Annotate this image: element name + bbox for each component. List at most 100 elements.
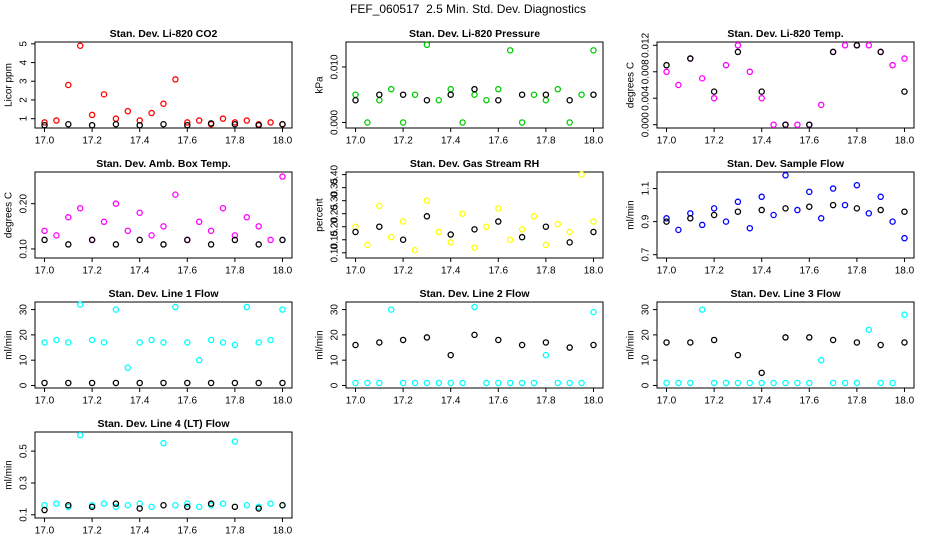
data-point [243,117,251,124]
data-point [829,336,837,344]
data-point [841,379,849,387]
data-point [387,233,395,241]
x-tick-label: 17.8 [847,266,867,277]
data-point [53,232,60,239]
data-point [76,42,84,49]
x-tick-label: 17.8 [847,136,867,147]
data-point [710,94,718,102]
data-point [817,215,825,222]
y-axis-label: ml/min [315,330,326,359]
y-tick-label: 0.012 [641,32,652,57]
x-tick-label: 17.6 [178,136,198,147]
data-point [255,223,262,230]
data-point [100,218,108,226]
data-point [889,61,896,69]
data-point [471,244,478,251]
panel-title: Stan. Dev. Li-820 Temp. [727,28,843,40]
x-tick-label: 17.6 [489,136,509,147]
data-point [687,215,694,222]
data-point [853,339,861,346]
data-point [207,336,215,344]
data-point [231,503,239,511]
panel-title: Stan. Dev. Li-820 CO2 [110,28,218,40]
data-point [112,121,120,128]
data-point [829,379,837,387]
data-point [758,379,765,387]
data-point [518,341,526,349]
data-point [758,193,765,201]
data-point [495,205,502,212]
data-point [841,42,849,49]
y-tick-label: 30 [330,304,341,316]
data-point [829,201,837,209]
plot-frame [34,171,293,259]
data-point [663,68,670,76]
data-point [782,172,789,179]
data-point [279,121,286,128]
data-point [65,502,72,509]
data-point [590,308,597,316]
data-point [352,341,359,349]
plot-frame [34,431,293,519]
x-tick-label: 17.6 [178,396,198,407]
data-point [853,379,861,387]
data-point [663,379,670,387]
data-point [53,336,60,344]
x-tick-label: 17.0 [346,136,366,147]
y-axis-label: ml/min [4,460,15,489]
data-point [41,119,48,126]
data-point [231,438,239,445]
y-tick-label: 0.004 [641,85,652,110]
data-point [88,379,96,387]
y-tick-label: 2 [19,97,30,103]
y-axis-label: ml/min [626,330,637,359]
data-point [710,379,718,387]
y-tick-label: 0.35 [330,177,341,197]
data-point [195,356,203,364]
data-point [411,379,419,387]
y-tick-label: 0.15 [330,230,341,250]
data-point [136,121,143,129]
x-tick-label: 17.8 [225,136,245,147]
data-point [352,97,359,104]
data-point [352,228,359,236]
data-point [172,191,179,198]
data-point [590,341,597,349]
x-tick-label: 18.0 [273,396,293,407]
data-point [435,228,443,236]
data-point [53,117,60,124]
data-point [267,336,274,344]
data-point [901,339,908,346]
data-point [518,233,526,241]
y-tick-label: 20 [19,329,30,341]
data-point [255,379,262,387]
data-point [160,439,167,447]
data-point [207,241,215,248]
data-point [184,339,191,346]
data-point [112,115,120,122]
data-point [471,85,478,93]
y-tick-label: 0.9 [641,214,652,228]
data-point [663,215,670,222]
y-tick-label: 3 [19,78,30,84]
data-point [566,228,573,236]
data-point [219,339,227,346]
data-point [829,185,837,192]
data-point [279,379,286,387]
data-point [195,117,203,124]
data-point [136,505,143,512]
data-point [687,55,694,62]
x-tick-label: 17.4 [441,396,461,407]
data-point [231,341,239,349]
data-point [554,85,562,93]
data-point [687,339,694,346]
data-point [411,246,419,254]
data-point [112,503,120,511]
data-point [865,42,873,49]
x-tick-label: 17.4 [130,266,150,277]
data-point [578,379,585,387]
data-point [65,214,72,221]
x-tick-label: 17.2 [82,266,102,277]
data-point [829,48,837,56]
